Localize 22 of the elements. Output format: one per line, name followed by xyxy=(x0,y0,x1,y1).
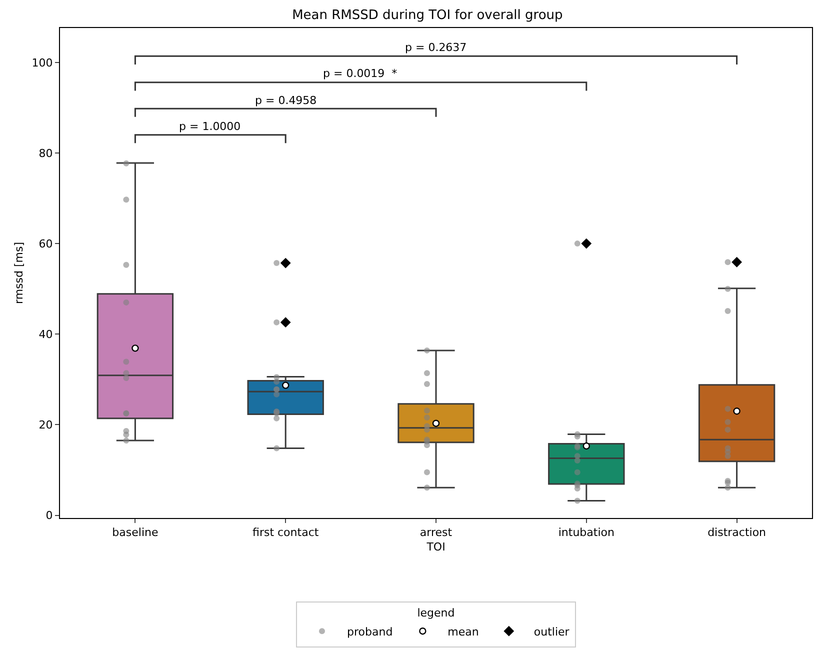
y-tick-label: 40 xyxy=(38,328,53,341)
y-tick-label: 60 xyxy=(38,237,53,250)
y-tick-label: 0 xyxy=(46,509,53,522)
legend-label: outlier xyxy=(534,625,570,638)
x-tick-label: distraction xyxy=(708,526,766,540)
annotation: p = 0.2637 xyxy=(405,41,467,54)
y-tick-label: 20 xyxy=(38,418,53,432)
y-tick-label: 80 xyxy=(38,146,53,160)
annotation: p = 0.0019 * xyxy=(323,67,398,80)
x-tick-label: intubation xyxy=(558,526,614,540)
y-axis-title: rmssd [ms] xyxy=(12,242,26,304)
x-tick-label: first contact xyxy=(252,526,320,540)
x-tick-label: baseline xyxy=(112,526,158,540)
chart-title: Mean RMSSD during TOI for overall group xyxy=(292,8,563,23)
legend-title: legend xyxy=(417,606,455,620)
annotation: p = 0.4958 xyxy=(255,94,317,107)
annotation: p = 1.0000 xyxy=(179,120,241,133)
legend-label: proband xyxy=(347,625,393,638)
x-axis-title: TOI xyxy=(426,540,446,554)
x-tick-label: arrest xyxy=(420,526,453,540)
legend-label: mean xyxy=(448,625,479,638)
y-tick-label: 100 xyxy=(32,56,53,70)
